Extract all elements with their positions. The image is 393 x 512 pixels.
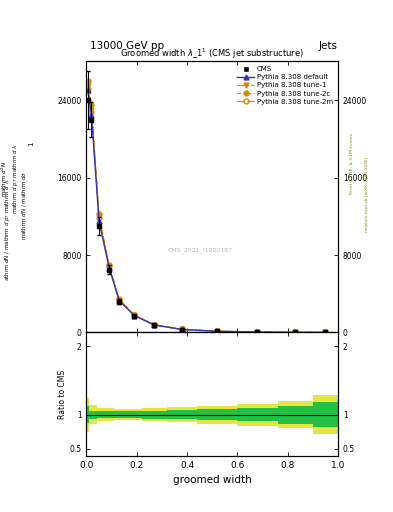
Text: Rivet 3.1.10, ≥ 3.1M events: Rivet 3.1.10, ≥ 3.1M events bbox=[350, 133, 354, 195]
Text: athrm $d$N / mathrm $d$ $p_T$ mathrm $d$ $\lambda$: athrm $d$N / mathrm $d$ $p_T$ mathrm $d$… bbox=[4, 180, 12, 281]
Text: mathrm $d$N / mathrm $d\sigma$: mathrm $d$N / mathrm $d\sigma$ bbox=[20, 170, 28, 240]
X-axis label: groomed width: groomed width bbox=[173, 475, 252, 485]
Text: CMS_2021_I1920187: CMS_2021_I1920187 bbox=[167, 247, 232, 253]
Text: 13000 GeV pp: 13000 GeV pp bbox=[90, 40, 165, 51]
Text: Jets: Jets bbox=[319, 40, 338, 51]
Text: mathrm $d^2$N: mathrm $d^2$N bbox=[0, 161, 9, 197]
Text: 1: 1 bbox=[28, 141, 35, 145]
Text: mcplots.cern.ch [arXiv:1306.3436]: mcplots.cern.ch [arXiv:1306.3436] bbox=[365, 157, 369, 232]
Text: mathrm $d$ $p_T$ mathrm $d$ $\lambda$: mathrm $d$ $p_T$ mathrm $d$ $\lambda$ bbox=[11, 144, 20, 215]
Title: Groomed width $\lambda\_1^1$ (CMS jet substructure): Groomed width $\lambda\_1^1$ (CMS jet su… bbox=[120, 47, 304, 61]
Y-axis label: Ratio to CMS: Ratio to CMS bbox=[58, 370, 67, 419]
Legend: CMS, Pythia 8.308 default, Pythia 8.308 tune-1, Pythia 8.308 tune-2c, Pythia 8.3: CMS, Pythia 8.308 default, Pythia 8.308 … bbox=[235, 65, 334, 106]
